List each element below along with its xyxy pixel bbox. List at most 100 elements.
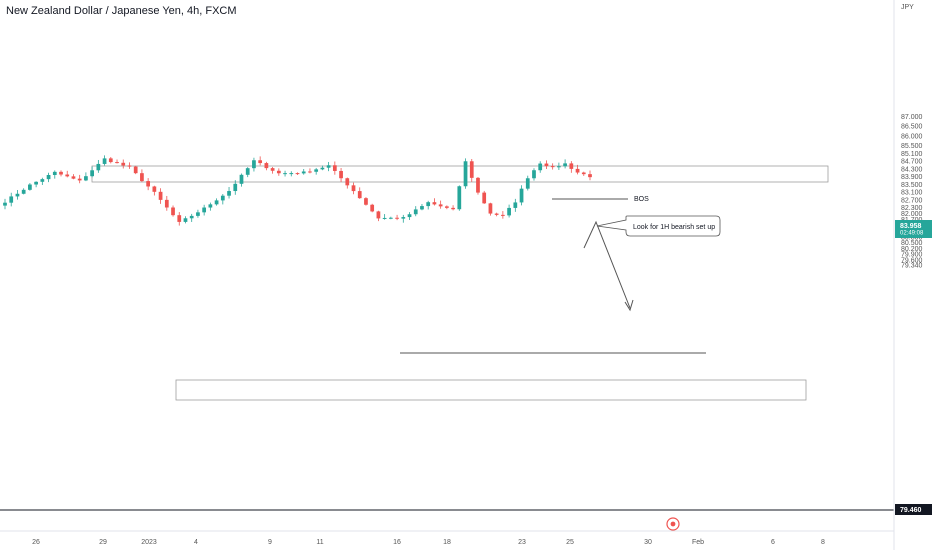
currency-label: JPY <box>901 4 914 11</box>
candle-body <box>438 204 443 207</box>
candles-group <box>3 155 592 226</box>
candle-body <box>65 174 70 177</box>
candle-body <box>550 166 555 168</box>
candle-body <box>413 209 418 215</box>
candle-body <box>52 171 57 175</box>
candle-body <box>289 173 294 175</box>
candle-body <box>426 202 431 207</box>
countdown-text: 02:49:08 <box>900 231 924 237</box>
candle-body <box>133 166 138 174</box>
candle-body <box>432 202 437 205</box>
candle-body <box>451 207 455 210</box>
time-tick-label: 16 <box>393 539 401 546</box>
price-tick-label: 84.700 <box>901 159 923 166</box>
candle-body <box>488 203 493 214</box>
candle-body <box>482 192 487 204</box>
price-tick-label: 80.200 <box>901 246 923 253</box>
candle-body <box>519 188 524 203</box>
candle-body <box>557 166 561 168</box>
candle-body <box>146 181 151 187</box>
time-tick-label: Feb <box>692 539 704 546</box>
candle-body <box>177 215 182 222</box>
candle-body <box>59 171 63 175</box>
time-tick-label: 25 <box>566 539 574 546</box>
candle-body <box>401 217 406 219</box>
candle-body <box>252 160 256 169</box>
candle-body <box>295 173 300 175</box>
candle-body <box>513 202 518 208</box>
candle-body <box>395 217 399 219</box>
candle-body <box>21 189 26 194</box>
current-price-text: 83.958 <box>900 223 922 230</box>
price-tick-label: 85.100 <box>901 151 923 158</box>
candle-body <box>469 161 474 178</box>
candle-body <box>40 179 45 182</box>
candle-body <box>563 163 567 167</box>
candle-body <box>115 162 119 164</box>
time-tick-label: 29 <box>99 539 107 546</box>
candle-body <box>525 178 530 189</box>
price-tick-label: 84.300 <box>901 166 923 173</box>
candle-body <box>320 167 325 170</box>
candle-body <box>407 214 412 218</box>
price-tick-label: 82.300 <box>901 205 923 212</box>
candle-body <box>9 196 14 203</box>
candle-body <box>189 215 194 219</box>
candle-body <box>507 207 511 216</box>
chart-title: New Zealand Dollar / Japanese Yen, 4h, F… <box>6 5 237 17</box>
projection-arrowhead <box>624 299 634 312</box>
candle-body <box>202 207 207 213</box>
callout-box[interactable] <box>596 215 721 237</box>
candle-body <box>196 212 200 216</box>
candle-body <box>245 168 250 175</box>
candle-body <box>388 217 393 219</box>
candle-body <box>357 191 362 199</box>
price-tick-label: 86.000 <box>901 133 923 140</box>
candle-body <box>569 163 574 169</box>
price-tick-label: 82.700 <box>901 197 923 204</box>
candle-body <box>538 163 543 171</box>
candle-body <box>46 174 51 180</box>
candle-body <box>164 199 169 208</box>
candle-body <box>127 165 132 167</box>
time-tick-label: 30 <box>644 539 652 546</box>
time-tick-label: 8 <box>821 539 825 546</box>
candle-body <box>476 177 480 193</box>
candle-body <box>420 206 424 210</box>
candle-body <box>276 170 281 174</box>
candle-body <box>220 195 225 201</box>
price-tick-label: 86.500 <box>901 124 923 131</box>
candle-body <box>351 185 356 192</box>
candle-body <box>270 168 275 171</box>
time-axis-ticks: 26 29 2023 4 9 11 16 18 23 25 30 Feb 6 8 <box>32 539 825 546</box>
candle-body <box>3 202 7 206</box>
candle-body <box>71 176 76 179</box>
marked-price-text: 79.460 <box>900 507 922 514</box>
candle-body <box>171 207 175 216</box>
candle-body <box>121 162 126 166</box>
candle-body <box>364 198 368 205</box>
candle-body <box>84 176 88 181</box>
candle-body <box>239 174 244 184</box>
price-axis-ticks: 87.000 86.500 86.000 85.50085.10084.70084.3… <box>901 114 923 270</box>
candle-body <box>227 191 231 196</box>
candle-body <box>90 170 94 177</box>
candle-body <box>339 170 343 179</box>
candle-body <box>283 173 287 175</box>
candle-body <box>15 193 20 197</box>
support-zone[interactable] <box>175 379 807 401</box>
candle-body <box>28 184 32 190</box>
price-tick-label: 82.000 <box>901 211 923 218</box>
candle-body <box>258 160 263 164</box>
candle-body <box>370 204 375 212</box>
candle-body <box>326 165 331 168</box>
candle-body <box>77 178 82 181</box>
time-tick-label: 23 <box>518 539 526 546</box>
candle-body <box>345 178 350 186</box>
projection-path[interactable] <box>583 220 631 309</box>
candle-body <box>588 174 592 178</box>
price-tick-label: 79.900 <box>901 252 923 259</box>
